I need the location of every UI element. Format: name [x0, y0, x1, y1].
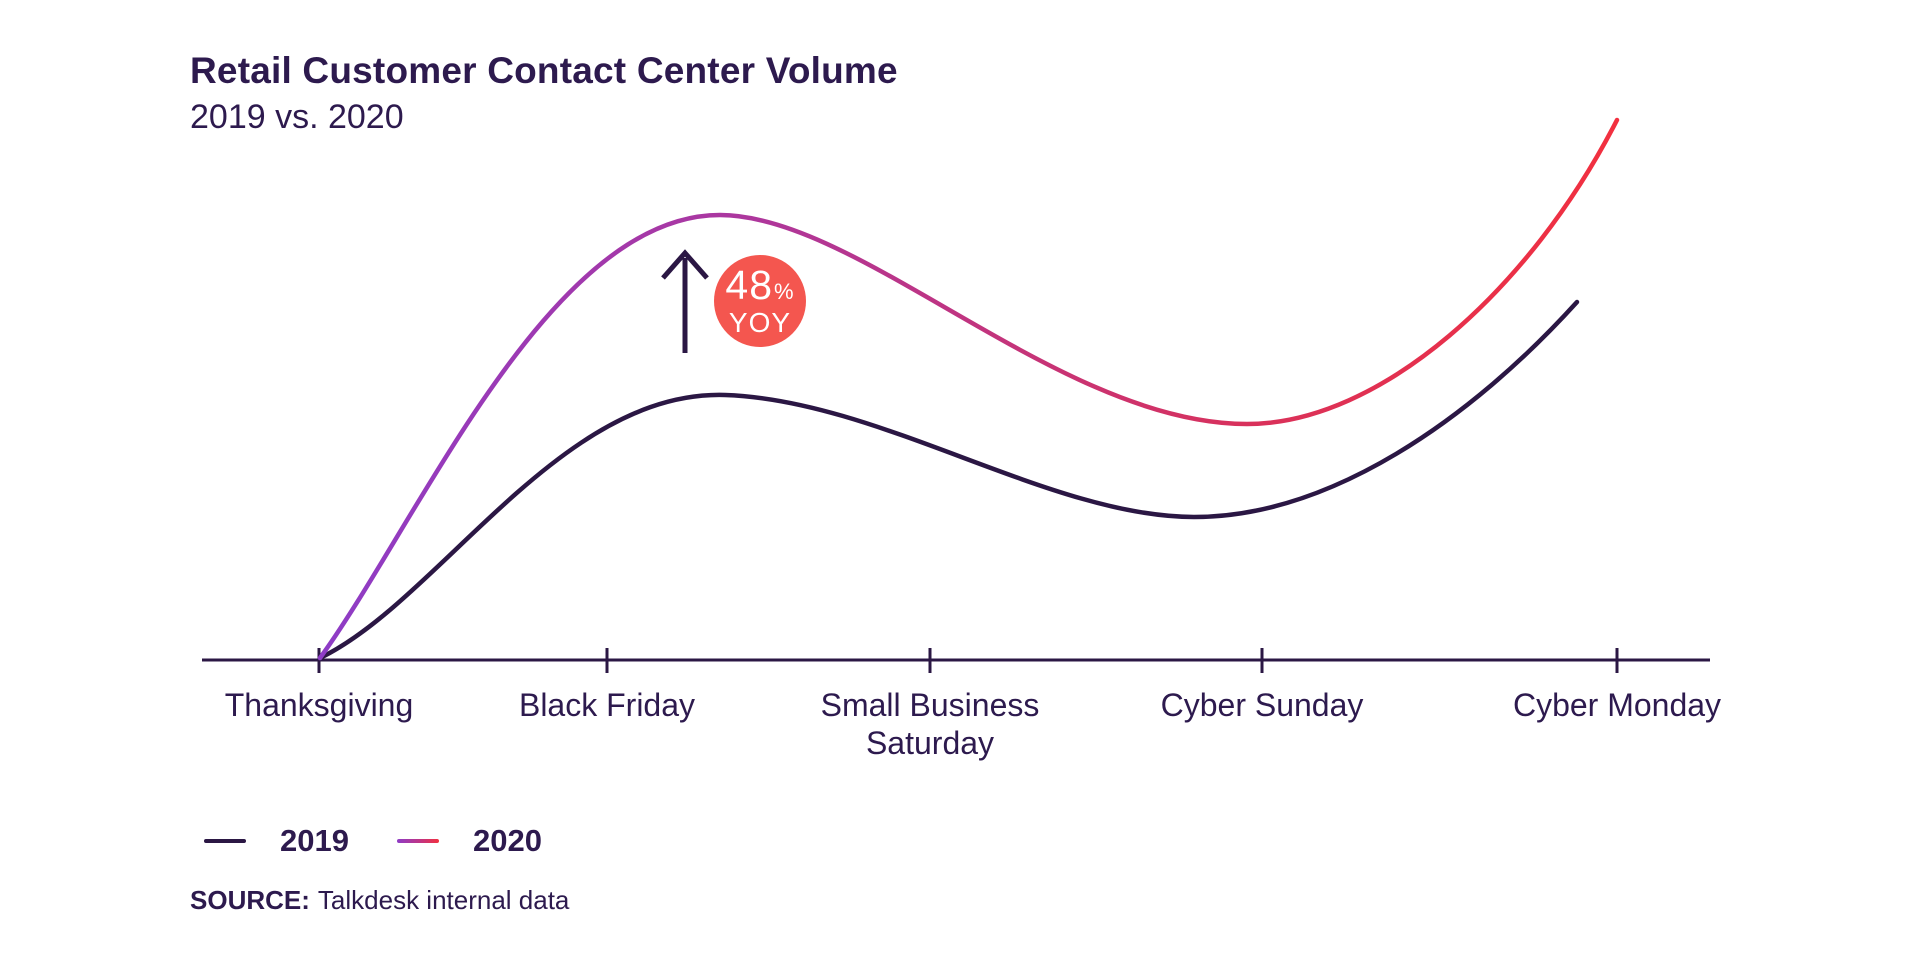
up-arrow-head — [661, 249, 709, 280]
up-arrow-icon — [661, 249, 709, 353]
x-axis-label-small-business-saturday: Small Business Saturday — [820, 687, 1040, 761]
source-label: SOURCE: — [190, 885, 310, 915]
x-axis-ticks — [317, 648, 1619, 673]
legend-swatch-2020 — [396, 839, 439, 843]
yoy-badge-circle — [714, 255, 806, 347]
series-line-2020 — [317, 117, 1620, 661]
yoy-badge-value: 48 — [725, 262, 774, 308]
yoy-badge-label: YOY — [728, 307, 792, 338]
chart-header: Retail Customer Contact Center Volume 20… — [190, 50, 898, 137]
series-line-2019 — [317, 299, 1580, 661]
source-line: SOURCE: Talkdesk internal data — [190, 885, 569, 916]
chart-subtitle: 2019 vs. 2020 — [190, 97, 404, 136]
legend-label-2020: 2020 — [472, 823, 542, 858]
x-axis-label-cyber-monday: Cyber Monday — [1512, 687, 1722, 723]
legend-swatch-2019 — [204, 839, 246, 843]
x-axis-label-black-friday: Black Friday — [518, 687, 696, 723]
x-axis-label-thanksgiving: Thanksgiving — [224, 687, 414, 723]
legend-item-2020: 2020 — [396, 823, 542, 859]
legend-label-2019: 2019 — [280, 823, 349, 858]
yoy-badge: 48 % YOY — [715, 256, 805, 346]
chart-title: Retail Customer Contact Center Volume — [190, 50, 898, 91]
legend: 2019 2020 — [204, 823, 542, 859]
yoy-badge-value-row: 48 % — [725, 265, 794, 306]
yoy-badge-percent: % — [774, 279, 795, 304]
source-text: Talkdesk internal data — [317, 885, 570, 915]
legend-item-2019: 2019 — [204, 823, 349, 859]
x-axis-label-cyber-sunday: Cyber Sunday — [1160, 687, 1364, 723]
